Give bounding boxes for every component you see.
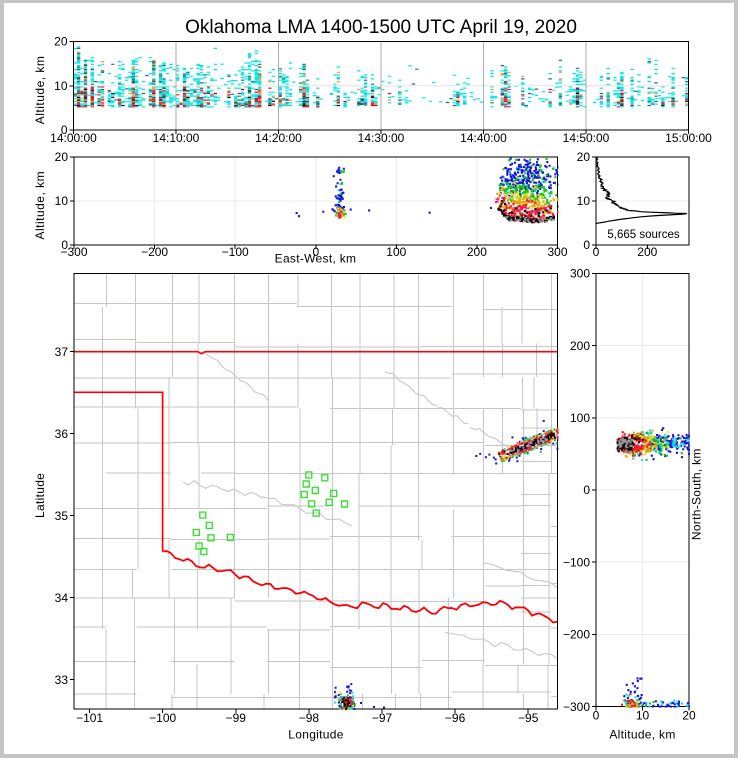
svg-text:Latitude: Latitude [33, 473, 47, 518]
svg-text:14:30:00: 14:30:00 [358, 131, 405, 145]
svg-text:Longitude: Longitude [288, 727, 343, 741]
svg-text:37: 37 [55, 345, 69, 359]
svg-text:Altitude, km: Altitude, km [33, 171, 47, 240]
svg-text:200: 200 [570, 339, 590, 353]
svg-text:10: 10 [636, 709, 650, 723]
svg-text:20: 20 [577, 150, 591, 164]
svg-text:−97: −97 [372, 711, 393, 725]
svg-text:0: 0 [312, 245, 319, 259]
svg-text:10: 10 [577, 194, 591, 208]
svg-text:10: 10 [55, 194, 69, 208]
svg-text:300: 300 [570, 267, 590, 281]
svg-text:−200: −200 [563, 628, 590, 642]
svg-text:300: 300 [547, 245, 567, 259]
svg-text:−300: −300 [60, 245, 87, 259]
svg-text:0: 0 [61, 238, 68, 252]
svg-text:33: 33 [55, 673, 69, 687]
svg-text:14:00:00: 14:00:00 [50, 131, 97, 145]
svg-text:−100: −100 [222, 245, 249, 259]
svg-text:10: 10 [54, 79, 68, 93]
svg-text:North-South, km: North-South, km [690, 448, 704, 540]
svg-text:34: 34 [55, 591, 69, 605]
svg-text:−95: −95 [518, 711, 539, 725]
svg-text:200: 200 [467, 245, 487, 259]
svg-text:20: 20 [55, 150, 69, 164]
svg-text:East-West, km: East-West, km [275, 251, 357, 265]
svg-text:20: 20 [682, 709, 696, 723]
svg-text:0: 0 [593, 245, 600, 259]
svg-text:Altitude, km: Altitude, km [33, 56, 47, 125]
svg-text:14:10:00: 14:10:00 [153, 131, 200, 145]
svg-text:Oklahoma LMA 1400-1500 UTC Apr: Oklahoma LMA 1400-1500 UTC April 19, 202… [185, 17, 577, 38]
svg-text:14:40:00: 14:40:00 [460, 131, 507, 145]
svg-text:−100: −100 [563, 555, 590, 569]
svg-text:0: 0 [593, 709, 600, 723]
svg-text:−300: −300 [563, 700, 590, 714]
svg-text:0: 0 [583, 238, 590, 252]
svg-text:35: 35 [55, 509, 69, 523]
svg-text:20: 20 [54, 35, 68, 49]
svg-text:5,665 sources: 5,665 sources [607, 229, 679, 241]
svg-text:−101: −101 [76, 711, 103, 725]
svg-text:−100: −100 [149, 711, 176, 725]
svg-text:100: 100 [386, 245, 406, 259]
svg-text:−98: −98 [299, 711, 320, 725]
svg-text:Altitude, km: Altitude, km [609, 727, 675, 741]
svg-text:0: 0 [61, 123, 68, 137]
svg-text:−99: −99 [226, 711, 247, 725]
svg-text:14:20:00: 14:20:00 [255, 131, 302, 145]
svg-text:−96: −96 [445, 711, 466, 725]
svg-text:100: 100 [570, 411, 590, 425]
svg-text:15:00:00: 15:00:00 [665, 131, 712, 145]
svg-text:200: 200 [637, 245, 657, 259]
svg-text:14:50:00: 14:50:00 [563, 131, 610, 145]
svg-text:−200: −200 [141, 245, 168, 259]
svg-text:0: 0 [583, 483, 590, 497]
svg-text:36: 36 [55, 427, 69, 441]
